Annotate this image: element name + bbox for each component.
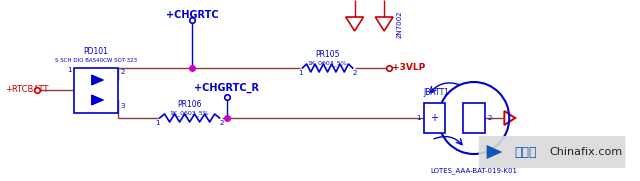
Text: 1: 1: [298, 70, 303, 76]
Text: +CHGRTC: +CHGRTC: [166, 10, 218, 20]
Text: 1: 1: [67, 68, 72, 73]
Text: LOTES_AAA-BAT-019-K01: LOTES_AAA-BAT-019-K01: [430, 167, 517, 174]
Text: PD101: PD101: [84, 47, 108, 56]
Text: 3: 3: [120, 102, 125, 108]
Text: PR106: PR106: [177, 100, 202, 109]
Polygon shape: [92, 95, 104, 105]
Bar: [463, 103, 484, 133]
Bar: [74, 68, 118, 113]
Polygon shape: [92, 75, 104, 85]
Text: 2: 2: [220, 120, 224, 126]
Polygon shape: [486, 145, 502, 159]
Text: 2: 2: [120, 70, 125, 75]
Text: 1K_0603_5%: 1K_0603_5%: [170, 110, 209, 116]
Text: S SCH DIO BAS40CW SOT-323: S SCH DIO BAS40CW SOT-323: [55, 58, 137, 62]
Text: +CHGRTC_R: +CHGRTC_R: [194, 83, 259, 93]
Bar: [424, 103, 445, 133]
Text: JBATT1: JBATT1: [424, 88, 449, 97]
Text: Chinafix.com: Chinafix.com: [550, 147, 623, 157]
FancyBboxPatch shape: [479, 136, 625, 168]
Text: PR105: PR105: [316, 50, 340, 59]
Text: 2: 2: [488, 115, 492, 121]
Text: 1: 1: [416, 115, 420, 121]
Text: 2: 2: [353, 70, 357, 76]
Text: +: +: [431, 113, 438, 123]
Text: +3VLP: +3VLP: [392, 64, 426, 73]
Text: 1: 1: [156, 120, 160, 126]
Text: +RTCBATT: +RTCBATT: [5, 85, 48, 94]
Text: 2N7002: 2N7002: [397, 10, 403, 38]
Text: 1K_0603_5%: 1K_0603_5%: [308, 60, 348, 66]
Text: 迅维网: 迅维网: [514, 146, 537, 159]
